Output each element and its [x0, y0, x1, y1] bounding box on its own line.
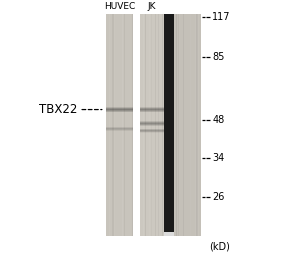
Bar	[140, 110, 164, 111]
Bar	[106, 107, 133, 108]
Text: TBX22: TBX22	[39, 103, 78, 116]
Bar	[106, 111, 133, 112]
Bar	[151, 14, 152, 236]
Bar	[132, 14, 133, 236]
Bar	[164, 232, 174, 236]
Text: HUVEC: HUVEC	[104, 2, 135, 11]
Bar	[106, 110, 133, 111]
Bar	[140, 111, 164, 112]
Bar	[109, 14, 110, 236]
Bar	[140, 125, 164, 126]
Bar	[130, 14, 131, 236]
Bar	[196, 14, 198, 236]
Bar	[140, 107, 164, 108]
Bar	[122, 14, 123, 236]
Bar	[124, 14, 125, 236]
Text: (kD): (kD)	[209, 242, 230, 252]
Bar	[155, 14, 156, 236]
Bar	[164, 14, 174, 236]
Bar	[112, 14, 114, 236]
Bar	[178, 14, 179, 236]
Bar	[140, 121, 164, 122]
Text: 117: 117	[212, 12, 231, 22]
Bar	[133, 14, 140, 236]
Bar	[114, 14, 115, 236]
Bar	[179, 14, 180, 236]
Text: 34: 34	[212, 153, 224, 163]
Bar	[183, 14, 184, 236]
Text: 26: 26	[212, 192, 225, 202]
Bar	[140, 124, 164, 125]
Bar	[145, 14, 146, 236]
Bar	[151, 14, 152, 236]
Bar	[158, 14, 159, 236]
Bar	[143, 14, 144, 236]
Bar	[162, 14, 163, 236]
Bar	[140, 108, 164, 109]
Bar	[140, 122, 164, 123]
Bar	[149, 14, 150, 236]
Text: 48: 48	[212, 115, 224, 125]
Text: 85: 85	[212, 52, 225, 62]
Bar	[140, 123, 164, 124]
Bar	[197, 14, 199, 236]
Bar	[195, 14, 196, 236]
Bar	[140, 109, 164, 110]
Bar	[106, 14, 133, 236]
Bar	[176, 14, 177, 236]
Bar	[106, 109, 133, 110]
Bar	[106, 108, 133, 109]
Bar	[174, 14, 201, 236]
Bar	[190, 14, 192, 236]
Bar	[140, 14, 164, 236]
Text: JK: JK	[148, 2, 156, 11]
